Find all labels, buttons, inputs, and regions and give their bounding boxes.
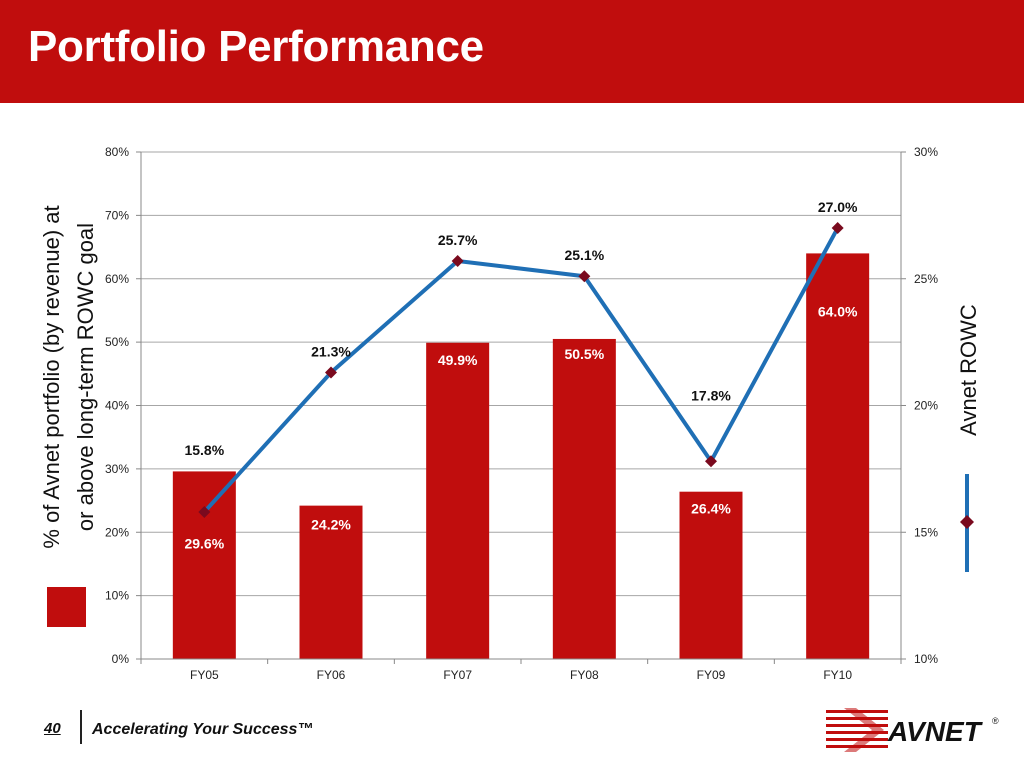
right-tick-label: 20%: [914, 399, 938, 413]
legend: % of Avnet portfolio (by revenue) at or a…: [39, 205, 981, 627]
line-value-label: 27.0%: [818, 199, 858, 215]
bar-value-label: 26.4%: [691, 501, 731, 517]
right-tick-label: 15%: [914, 525, 938, 539]
x-tick-label: FY10: [823, 668, 852, 682]
line-value-label: 25.7%: [438, 232, 478, 248]
footer-divider: [80, 710, 82, 744]
rowc-marker: [705, 455, 717, 468]
line-value-label: 15.8%: [184, 442, 224, 458]
left-tick-label: 0%: [112, 652, 130, 666]
left-tick-label: 30%: [105, 462, 129, 476]
right-tick-label: 10%: [914, 652, 938, 666]
logo-wordmark: AVNET: [887, 716, 984, 747]
bar-fy09: [679, 491, 743, 659]
x-tick-label: FY07: [443, 668, 472, 682]
line-value-label: 25.1%: [564, 247, 604, 263]
left-tick-label: 50%: [105, 335, 129, 349]
left-tick-label: 70%: [105, 208, 129, 222]
rowc-marker: [198, 505, 211, 518]
title-bar: [0, 0, 1024, 103]
left-tick-label: 60%: [105, 272, 129, 286]
bar-value-label: 64.0%: [818, 303, 858, 319]
tagline: Accelerating Your Success™: [92, 721, 314, 738]
page-title: Portfolio Performance: [28, 22, 484, 71]
rowc-line: [202, 227, 840, 514]
bar-series: [172, 253, 870, 659]
bar-fy10: [806, 253, 870, 659]
bar-value-label: 49.9%: [438, 352, 478, 368]
bar-fy06: [299, 505, 363, 659]
logo-registered-mark: ®: [992, 716, 999, 726]
rowc-marker: [451, 255, 464, 268]
axes: 0% 10% 20% 30% 40% 50% 60% 70% 80% 10% 15% 20% 25% 30…: [105, 145, 938, 682]
bar-legend-swatch: [47, 587, 86, 627]
left-tick-label: 10%: [105, 589, 129, 603]
bar-fy07: [426, 342, 490, 659]
page-number: 40: [44, 720, 61, 737]
left-tick-label: 20%: [105, 525, 129, 539]
x-tick-label: FY06: [317, 668, 346, 682]
x-tick-label: FY08: [570, 668, 599, 682]
rowc-line-series: [198, 222, 844, 518]
bar-fy05: [172, 471, 236, 659]
bar-fy08: [552, 338, 616, 659]
left-axis-title-line: or above long-term ROWC goal: [73, 223, 98, 531]
line-legend-marker: [960, 515, 974, 529]
grid-lines: [141, 151, 901, 597]
bar-value-label: 29.6%: [184, 535, 224, 551]
data-labels: 29.6% 24.2% 49.9% 50.5% 26.4% 64.0% 15.8% 21.3%…: [184, 199, 858, 551]
right-axis-title: Avnet ROWC: [956, 304, 981, 436]
left-axis-title: % of Avnet portfolio (by revenue) at or a…: [39, 205, 98, 548]
rowc-marker: [325, 366, 337, 379]
x-tick-label: FY05: [190, 668, 219, 682]
x-tick-label: FY09: [697, 668, 726, 682]
bar-value-label: 50.5%: [564, 346, 604, 362]
rowc-marker: [831, 222, 844, 235]
combo-chart: 29.6% 24.2% 49.9% 50.5% 26.4% 64.0% 15.8% 21.3%…: [39, 145, 981, 682]
bar-value-label: 24.2%: [311, 517, 351, 533]
left-tick-label: 40%: [105, 399, 129, 413]
left-axis-title-line: % of Avnet portfolio (by revenue) at: [39, 205, 64, 548]
left-tick-label: 80%: [105, 145, 129, 159]
avnet-logo: AVNET ®: [826, 708, 999, 752]
rowc-marker: [578, 270, 591, 283]
line-value-label: 21.3%: [311, 344, 351, 360]
right-tick-label: 30%: [914, 145, 938, 159]
right-tick-label: 25%: [914, 272, 938, 286]
line-value-label: 17.8%: [691, 387, 731, 403]
logo-stripes: [826, 708, 888, 752]
